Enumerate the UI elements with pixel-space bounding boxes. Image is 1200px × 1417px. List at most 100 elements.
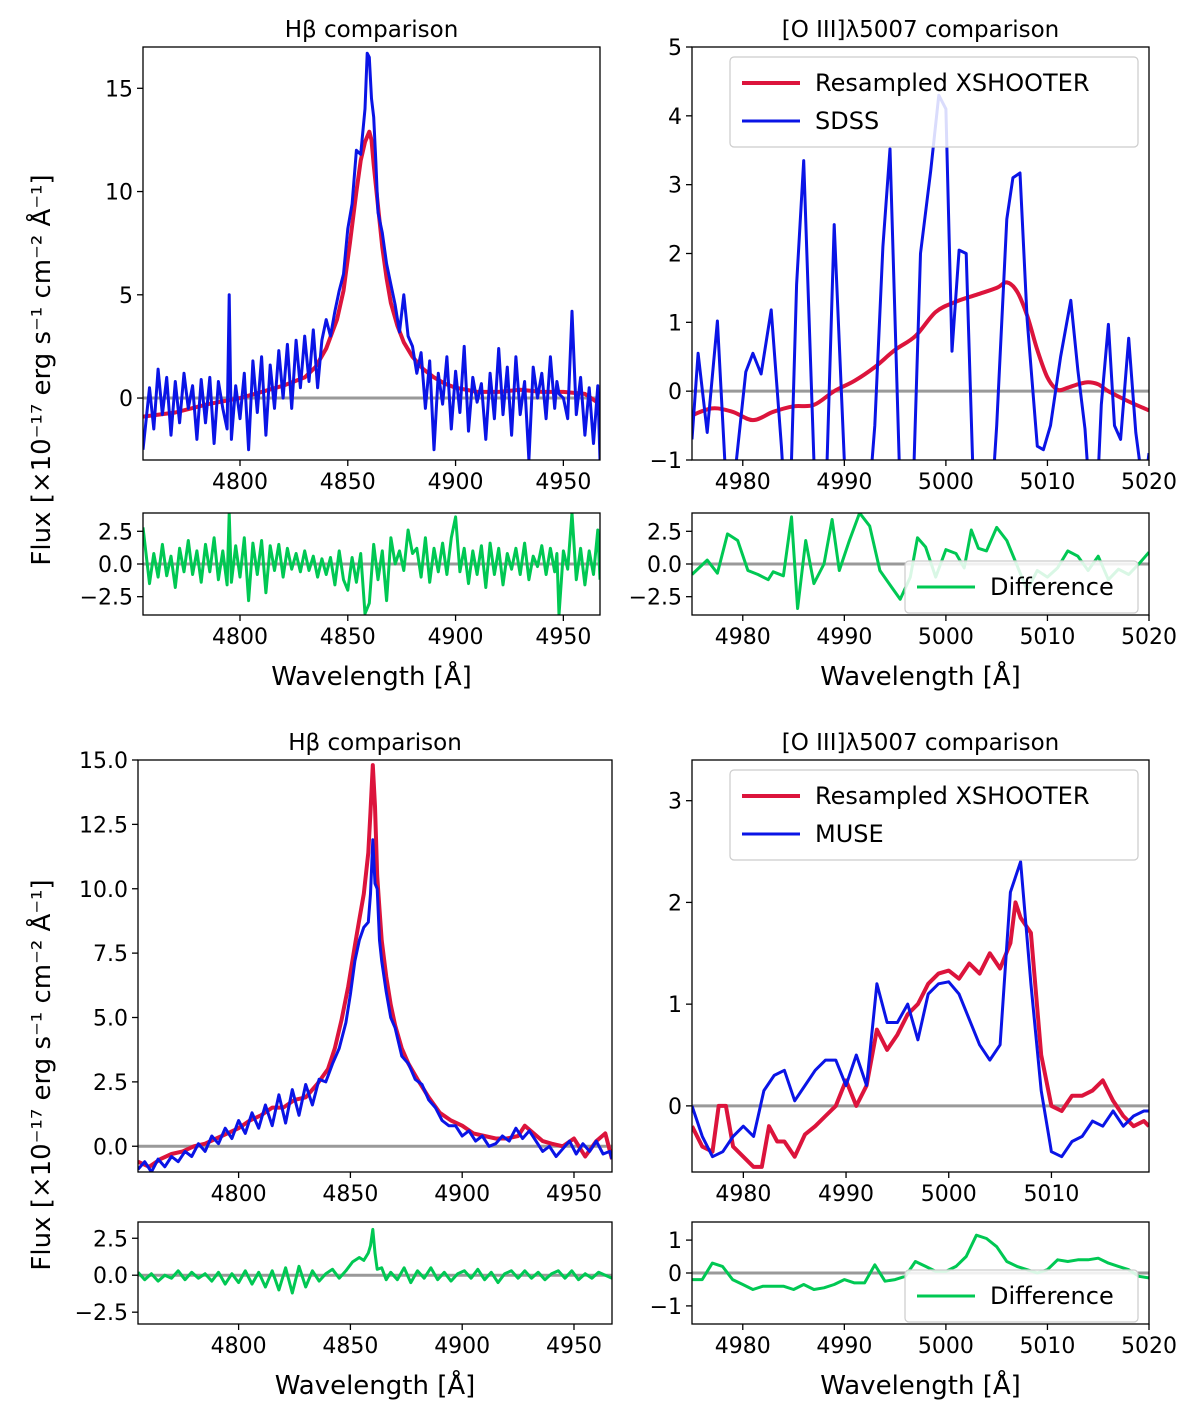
y-tick-label: 2: [668, 243, 682, 268]
x-tick-label: 5000: [918, 1334, 974, 1359]
legend-box: [729, 769, 1139, 861]
legend-label: Difference: [990, 1282, 1114, 1310]
x-tick-label: 4800: [212, 470, 268, 495]
y-axis-label-bottom: Flux [×10⁻¹⁷ erg s⁻¹ cm⁻² Å⁻¹]: [25, 879, 57, 1270]
y-tick-label: −2.5: [75, 1301, 128, 1326]
x-tick-label: 4950: [535, 625, 591, 650]
y-tick-label: 10.0: [79, 878, 128, 903]
series-line-difference: [143, 513, 600, 615]
x-tick-label: 5010: [1019, 625, 1075, 650]
x-tick-label: 4850: [322, 1182, 378, 1207]
chart-title: Hβ comparison: [285, 17, 459, 43]
y-tick-label: 15.0: [79, 749, 128, 774]
y-tick-label: −1: [650, 1295, 682, 1320]
series-line-muse: [138, 838, 612, 1172]
x-tick-label: 5000: [918, 470, 974, 495]
y-tick-label: 0.0: [93, 1264, 128, 1289]
x-tick-label: 5020: [1121, 470, 1177, 495]
x-tick-label: 4950: [535, 470, 591, 495]
y-tick-label: 2.5: [647, 520, 682, 545]
x-tick-label: 4800: [211, 1182, 267, 1207]
legend-label: Resampled XSHOOTER: [815, 69, 1090, 97]
x-tick-label: 4980: [715, 1334, 771, 1359]
legend-label: Resampled XSHOOTER: [815, 782, 1090, 810]
x-tick-label: 4990: [818, 1182, 874, 1207]
y-tick-label: 0: [668, 1095, 682, 1120]
y-tick-label: −2.5: [629, 586, 682, 611]
x-tick-label: 4850: [322, 1334, 378, 1359]
series-line-muse: [692, 860, 1149, 1159]
panel-top-hb-main: 4800 4850 4900 4950 0 5 10 15 Hβ comparison: [105, 17, 601, 495]
x-tick-label: 4850: [320, 625, 376, 650]
legend-box: [729, 56, 1139, 148]
legend: Difference: [904, 1269, 1139, 1323]
series-line-resampled-xshooter: [692, 900, 1149, 1169]
x-tick-label: 4850: [320, 470, 376, 495]
y-tick-label: 0.0: [93, 1135, 128, 1160]
y-tick-label: 1: [668, 993, 682, 1018]
x-tick-label: 4900: [434, 1334, 490, 1359]
legend-label: SDSS: [815, 107, 879, 135]
x-tick-label: 5020: [1121, 625, 1177, 650]
panel-top-oiii-main: 4980 4990 5000 5010 5020 −1 0 1 2 3 4 5 [O III]λ5007…: [650, 17, 1177, 495]
legend: Resampled XSHOOTER SDSS: [729, 56, 1139, 148]
panel-bottom-oiii-diff: 4980 4990 5000 5010 5020 −1 0 1 Wavelength [Å] Di…: [650, 1221, 1177, 1401]
legend: Resampled XSHOOTER MUSE: [729, 769, 1139, 861]
series-line-difference: [692, 1233, 1149, 1291]
x-tick-label: 5020: [1121, 1334, 1177, 1359]
axes-frame: [137, 759, 613, 1173]
y-tick-label: 10: [105, 181, 133, 206]
axes-frame: [691, 759, 1150, 1173]
x-tick-label: 4950: [546, 1182, 602, 1207]
y-tick-label: 0.0: [647, 553, 682, 578]
x-tick-label: 5010: [1019, 1334, 1075, 1359]
y-tick-label: 1: [668, 311, 682, 336]
x-tick-label: 4980: [715, 1182, 771, 1207]
y-tick-label: 5.0: [93, 1007, 128, 1032]
y-tick-label: 15: [105, 77, 133, 102]
x-tick-label: 4980: [715, 625, 771, 650]
y-tick-label: 2.5: [98, 520, 133, 545]
panel-bottom-oiii-main: 4980 4990 5000 5010 0 1 2 3 [O III]λ5007 compari…: [668, 730, 1150, 1207]
panel-top-hb-diff: 4800 4850 4900 4950 −2.5 0.0 2.5 Wavelength [Å]: [80, 512, 601, 692]
series-line-sdss: [692, 93, 1149, 460]
x-tick-label: 4950: [546, 1334, 602, 1359]
x-tick-label: 5010: [1023, 1182, 1079, 1207]
legend-label: Difference: [990, 573, 1114, 601]
x-axis-label: Wavelength [Å]: [820, 660, 1021, 692]
y-tick-label: 0: [119, 387, 133, 412]
legend-label: MUSE: [815, 820, 884, 848]
y-tick-label: 0: [668, 1262, 682, 1287]
y-tick-label: 1: [668, 1229, 682, 1254]
chart-title: [O III]λ5007 comparison: [782, 730, 1059, 756]
y-axis-label-top: Flux [×10⁻¹⁷ erg s⁻¹ cm⁻² Å⁻¹]: [25, 174, 57, 565]
x-tick-label: 5010: [1019, 470, 1075, 495]
legend-box: [904, 1269, 1139, 1323]
x-axis-label: Wavelength [Å]: [820, 1369, 1021, 1401]
x-tick-label: 4990: [816, 625, 872, 650]
x-tick-label: 4900: [434, 1182, 490, 1207]
x-tick-label: 4800: [212, 625, 268, 650]
chart-title: Hβ comparison: [288, 730, 462, 756]
y-tick-label: 2: [668, 891, 682, 916]
x-tick-label: 5000: [918, 625, 974, 650]
x-tick-label: 4980: [715, 470, 771, 495]
y-tick-label: 0: [668, 380, 682, 405]
y-tick-label: 4: [668, 105, 682, 130]
y-tick-label: 7.5: [93, 942, 128, 967]
y-tick-label: 3: [668, 174, 682, 199]
panel-top-oiii-diff: 4980 4990 5000 5010 5020 −2.5 0.0 2.5 Wavelength…: [629, 512, 1177, 692]
chart-title: [O III]λ5007 comparison: [782, 17, 1059, 43]
x-axis-label: Wavelength [Å]: [271, 660, 472, 692]
panel-bottom-hb-diff: 4800 4850 4900 4950 −2.5 0.0 2.5 Wavelength [Å]: [75, 1221, 613, 1401]
x-tick-label: 4990: [816, 1334, 872, 1359]
panel-bottom-hb-main: 4800 4850 4900 4950 0.0 2.5 5.0 7.5 10.0 12.5 15.0…: [79, 730, 613, 1207]
y-tick-label: 5: [668, 36, 682, 61]
x-tick-label: 4990: [816, 470, 872, 495]
axes-frame: [142, 46, 601, 461]
axes-frame: [137, 1221, 613, 1325]
x-tick-label: 4800: [211, 1334, 267, 1359]
y-tick-label: 2.5: [93, 1071, 128, 1096]
series-line-resampled-xshooter: [138, 763, 612, 1169]
